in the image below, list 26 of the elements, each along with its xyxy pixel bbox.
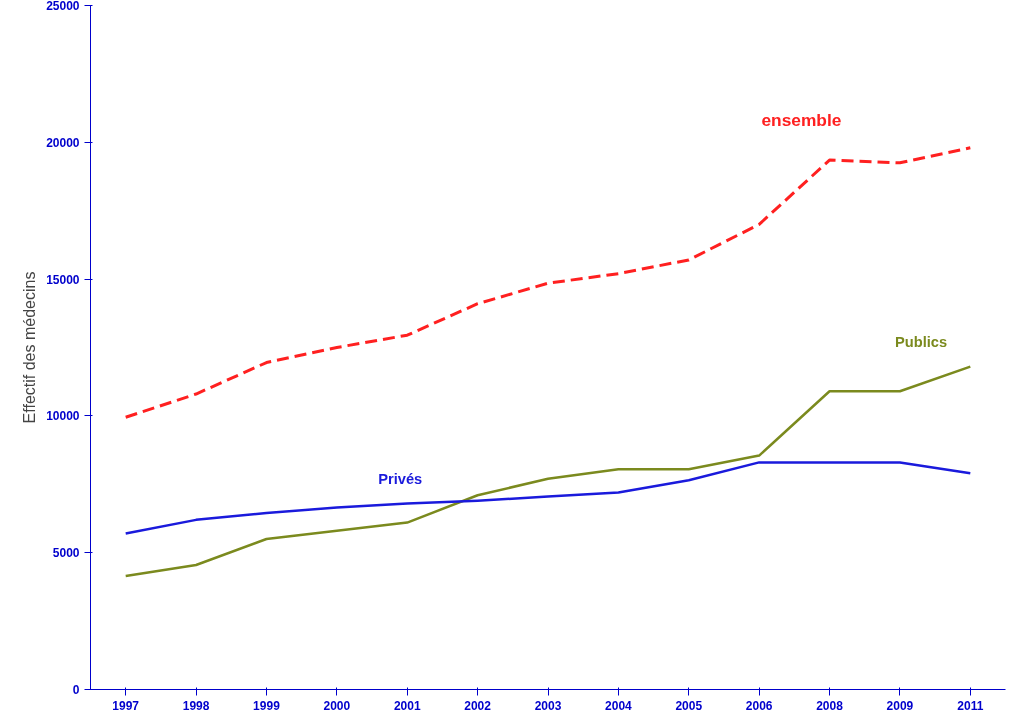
x-tick-label: 1998 [182, 698, 210, 713]
y-tick-label: 5000 [52, 546, 80, 561]
x-tick-label: 2009 [886, 698, 914, 713]
y-axis-title: Effectif des médecins [21, 271, 39, 424]
x-tick-label: 2006 [745, 698, 773, 713]
y-tick-label: 15000 [46, 272, 80, 287]
series-label: Privés [378, 471, 423, 488]
series-label: ensemble [761, 109, 842, 130]
x-tick-label: 2002 [464, 698, 492, 713]
y-tick-label: 20000 [46, 135, 80, 150]
y-tick-label: 10000 [46, 409, 80, 424]
x-tick-label: 2000 [323, 698, 351, 713]
line-series [124, 461, 972, 535]
line-series [124, 365, 972, 578]
y-tick-label: 0 [72, 683, 80, 697]
x-tick-label: 2005 [675, 698, 703, 713]
x-tick-label: 2001 [393, 698, 421, 713]
x-tick-label: 2008 [816, 698, 844, 713]
series-label: Publics [894, 334, 948, 351]
x-tick-label: 1997 [112, 698, 140, 713]
x-tick-label: 2003 [534, 698, 562, 713]
x-tick-label: 1999 [253, 698, 281, 713]
line-series [124, 146, 972, 419]
y-tick-label: 25000 [46, 0, 80, 13]
x-tick-label: 2004 [605, 698, 633, 713]
x-tick-label: 2011 [957, 698, 984, 713]
